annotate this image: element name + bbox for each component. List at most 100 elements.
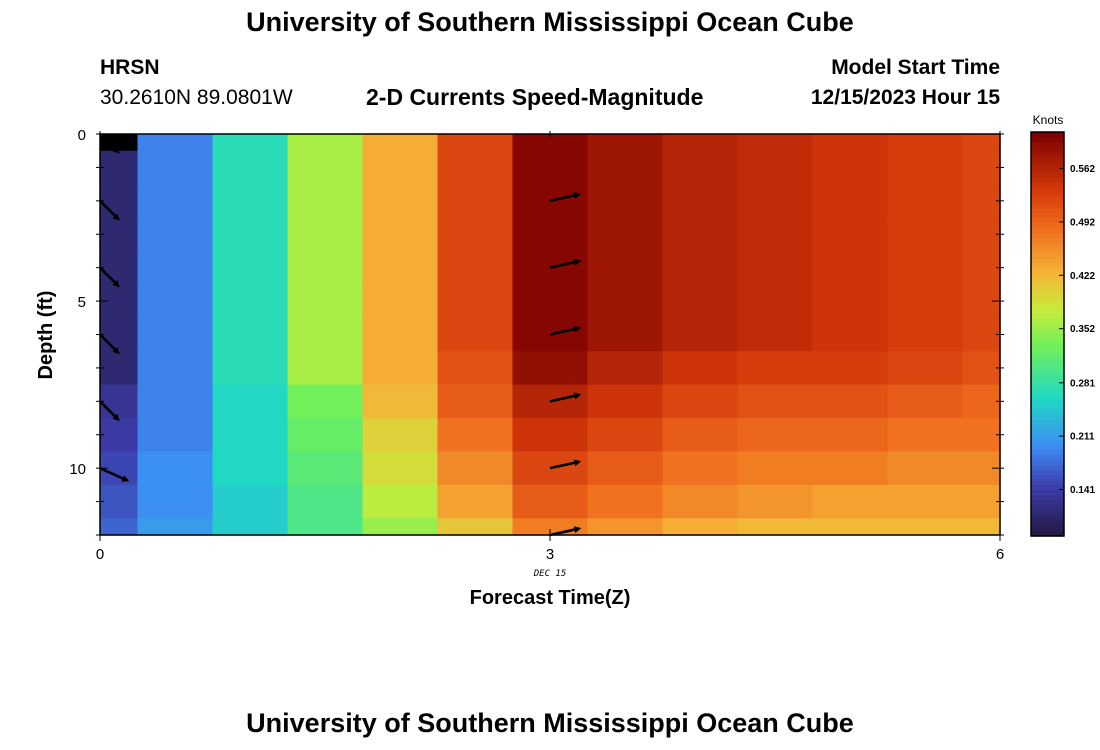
heatmap-cell bbox=[100, 518, 139, 536]
current-vectors bbox=[99, 133, 582, 537]
heatmap-cell bbox=[287, 284, 364, 319]
heatmap-cell bbox=[512, 484, 589, 519]
colorbar-segment bbox=[1031, 263, 1064, 269]
colorbar-tick-label: 0.422 bbox=[1070, 271, 1095, 282]
colorbar-segment bbox=[1031, 520, 1064, 527]
colorbar-segment bbox=[1031, 364, 1064, 370]
colorbar-segment bbox=[1031, 429, 1064, 436]
chart-title: University of Southern Mississippi Ocean… bbox=[246, 7, 854, 37]
colorbar-segment bbox=[1031, 308, 1064, 315]
heatmap-cell bbox=[962, 484, 1001, 519]
heatmap-cell bbox=[662, 518, 739, 536]
x-tick-label: 3 bbox=[546, 546, 554, 563]
colorbar-segment bbox=[1031, 470, 1064, 476]
colorbar-segment bbox=[1031, 455, 1064, 461]
heatmap-cell bbox=[737, 518, 814, 536]
heatmap-cell bbox=[137, 418, 214, 453]
heatmap-cell bbox=[512, 217, 589, 252]
colorbar-segment bbox=[1031, 435, 1064, 441]
heatmap-cell bbox=[362, 184, 439, 219]
colorbar-segment bbox=[1031, 374, 1064, 381]
colorbar-segment bbox=[1031, 515, 1064, 522]
colorbar-tick-label: 0.211 bbox=[1070, 432, 1095, 443]
colorbar-tick-label: 0.562 bbox=[1070, 164, 1095, 175]
current-vector-arrow bbox=[549, 459, 582, 470]
heatmap-cell bbox=[587, 484, 664, 519]
x-date-label: DEC 15 bbox=[533, 569, 567, 579]
heatmap-cell bbox=[437, 317, 514, 352]
colorbar-segment bbox=[1031, 207, 1064, 214]
heatmap-cell bbox=[962, 518, 1001, 536]
y-axis-label: Depth (ft) bbox=[35, 291, 57, 380]
heatmap-cell bbox=[887, 451, 964, 486]
heatmap-cell bbox=[362, 217, 439, 252]
heatmap-cell bbox=[737, 384, 814, 419]
colorbar-segment bbox=[1031, 132, 1064, 138]
colorbar-segment bbox=[1031, 313, 1064, 320]
heatmap-cell bbox=[962, 351, 1001, 386]
heatmap-cell bbox=[812, 284, 889, 319]
heatmap-cell bbox=[587, 217, 664, 252]
colorbar-segment bbox=[1031, 510, 1064, 517]
heatmap-cell bbox=[587, 317, 664, 352]
heatmap-cell bbox=[737, 418, 814, 453]
colorbar-segment bbox=[1031, 318, 1064, 325]
heatmap-cell bbox=[437, 284, 514, 319]
heatmap-cell bbox=[737, 134, 814, 152]
colorbar-segment bbox=[1031, 167, 1064, 173]
heatmap-cell bbox=[662, 250, 739, 285]
colorbar-segment bbox=[1031, 192, 1064, 199]
heatmap-cell bbox=[362, 351, 439, 386]
heatmap-cell bbox=[287, 250, 364, 285]
heatmap-cells bbox=[100, 134, 1001, 536]
heatmap-cell bbox=[100, 217, 139, 252]
colorbar-segment bbox=[1031, 495, 1064, 502]
heatmap-cell bbox=[137, 518, 214, 536]
axis-ticks: 0 5 10 0 3 6 bbox=[69, 127, 1004, 563]
heatmap-cell bbox=[287, 217, 364, 252]
current-vector-arrow bbox=[99, 266, 120, 288]
current-vector-arrow bbox=[549, 192, 582, 203]
heatmap-cell bbox=[100, 418, 139, 453]
colorbar-segment bbox=[1031, 273, 1064, 280]
colorbar-segment bbox=[1031, 490, 1064, 497]
heatmap-cell bbox=[287, 418, 364, 453]
colorbar-segment bbox=[1031, 248, 1064, 254]
heatmap-cell bbox=[887, 351, 964, 386]
heatmap-cell bbox=[962, 150, 1001, 185]
heatmap-cell bbox=[737, 150, 814, 185]
heatmap-cell bbox=[137, 484, 214, 519]
colorbar-segment bbox=[1031, 384, 1064, 391]
colorbar-segment bbox=[1031, 172, 1064, 179]
heatmap-cell bbox=[212, 351, 289, 386]
heatmap-cell bbox=[887, 184, 964, 219]
heatmap-cell bbox=[437, 134, 514, 152]
heatmap-cell bbox=[362, 250, 439, 285]
station-coordinates: 30.2610N 89.0801W bbox=[100, 86, 293, 109]
colorbar-segment bbox=[1031, 243, 1064, 249]
heatmap-cell bbox=[587, 418, 664, 453]
heatmap-cell bbox=[887, 418, 964, 453]
heatmap-cell bbox=[662, 484, 739, 519]
colorbar-segment bbox=[1031, 202, 1064, 209]
colorbar-title: Knots bbox=[1033, 113, 1064, 127]
heatmap-cell bbox=[887, 384, 964, 419]
colorbar-segment bbox=[1031, 137, 1064, 143]
colorbar-segment bbox=[1031, 258, 1064, 264]
colorbar-segment bbox=[1031, 505, 1064, 512]
colorbar-segment bbox=[1031, 500, 1064, 507]
colorbar-segment bbox=[1031, 460, 1064, 466]
colorbar-segment bbox=[1031, 222, 1064, 229]
colorbar-segment bbox=[1031, 328, 1064, 335]
heatmap-cell bbox=[137, 150, 214, 185]
heatmap-cell bbox=[662, 184, 739, 219]
heatmap-cell bbox=[812, 384, 889, 419]
heatmap-cell bbox=[662, 217, 739, 252]
colorbar-segment bbox=[1031, 339, 1064, 345]
heatmap-cell bbox=[212, 150, 289, 185]
heatmap-cell bbox=[437, 217, 514, 252]
colorbar-tick-label: 0.141 bbox=[1070, 485, 1095, 496]
heatmap-cell bbox=[962, 384, 1001, 419]
current-vector-arrow bbox=[99, 333, 120, 355]
heatmap-cell bbox=[812, 250, 889, 285]
